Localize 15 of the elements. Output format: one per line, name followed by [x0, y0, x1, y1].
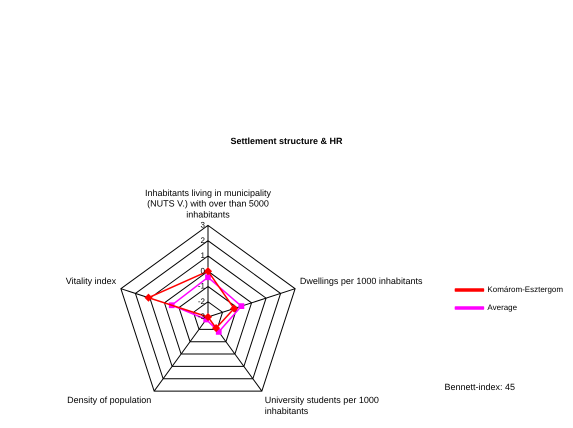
spoke-label: Inhabitants living in municipality (NUTS V.) with over than 5000 inhabitants	[144, 188, 272, 220]
spoke-label: Density of population	[67, 395, 152, 406]
y-tick-label: -1	[198, 282, 206, 291]
text: Bennett-index: 45	[444, 382, 515, 392]
y-tick-label: 2	[200, 236, 206, 245]
spoke-label: Dwellings per 1000 inhabitants	[300, 276, 423, 286]
y-tick-label: -3	[198, 312, 206, 322]
spoke-label: University students per 1000 inhabitants	[264, 395, 379, 416]
y-tick-label: -2	[198, 296, 206, 306]
legend-label: Komárom-Esztergom	[487, 285, 564, 294]
y-tick-label: 3	[200, 220, 206, 230]
legend-label: Average	[487, 303, 518, 312]
spoke-label: Vitality index	[66, 276, 117, 286]
chart-title: Settlement structure & HR	[229, 136, 344, 146]
y-tick-label: 1	[200, 251, 206, 260]
